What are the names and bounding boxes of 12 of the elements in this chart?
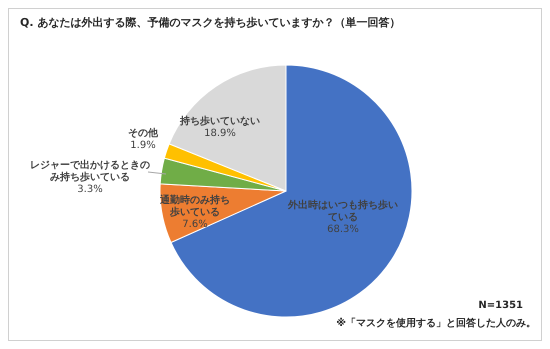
text: ※「マスクを使用する」と回答した人のみ。 — [336, 317, 536, 329]
data-label: 7.6% — [182, 219, 208, 230]
slice-label: 外出時はいつも持ち歩いている — [287, 199, 398, 223]
slice-label: その他 — [128, 127, 159, 139]
data-label: 18.9% — [204, 128, 236, 139]
text: N=1351 — [478, 300, 524, 311]
slice-label: 持ち歩いていない — [179, 115, 260, 127]
slice-label: レジャーで出かけるときのみ持ち歩いている — [30, 159, 150, 183]
chart-title: Q. あなたは外出する際、予備のマスクを持ち歩いていますか？（単一回答） — [20, 16, 400, 29]
data-label: 68.3% — [327, 224, 359, 235]
data-label: 1.9% — [130, 140, 156, 151]
data-label: 3.3% — [77, 184, 103, 195]
